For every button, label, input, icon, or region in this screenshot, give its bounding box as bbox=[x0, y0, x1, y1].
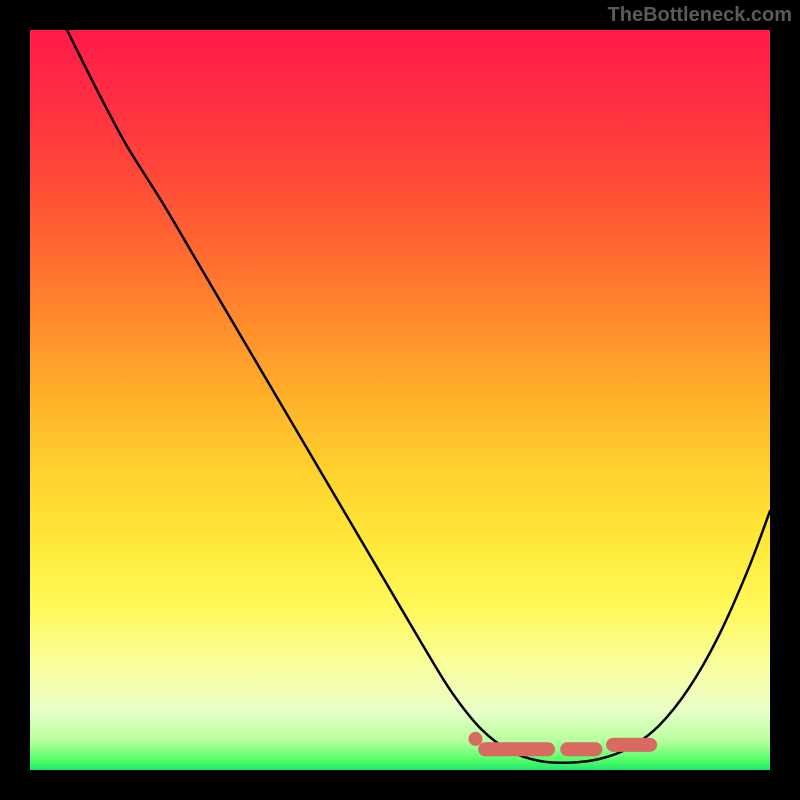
curve-layer bbox=[30, 30, 770, 770]
marker-dot bbox=[468, 732, 482, 746]
bottleneck-curve bbox=[67, 30, 770, 763]
chart-container: TheBottleneck.com bbox=[0, 0, 800, 800]
attribution-text: TheBottleneck.com bbox=[608, 4, 792, 27]
plot-area bbox=[30, 30, 770, 770]
